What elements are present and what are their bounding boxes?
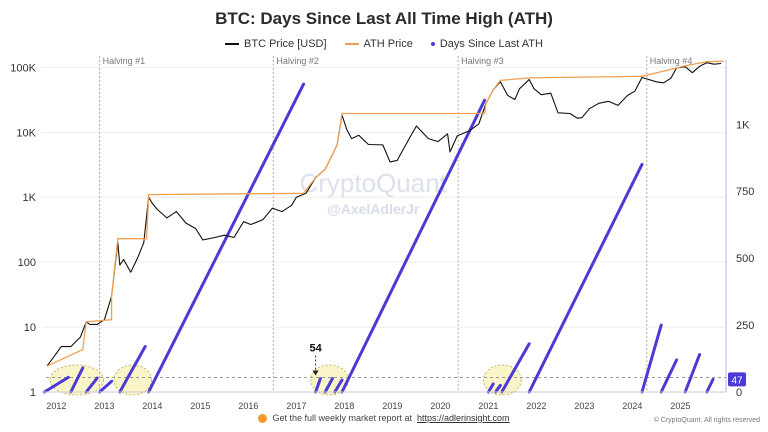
chart-legend: BTC Price [USD] ATH Price Days Since Las… [0,38,768,50]
days-since-ath-segment [84,376,99,394]
days-since-ath-segment [494,383,502,394]
days-since-ath-segment [500,342,531,394]
x-tick-label: 2022 [526,401,546,411]
current-days-badge [728,372,746,387]
chart-title: BTC: Days Since Last All Time High (ATH) [215,9,553,28]
legend-days[interactable]: Days Since Last ATH [430,38,543,50]
y-left-tick-label: 1 [30,387,36,399]
copyright: © CryptoQuant. All rights reserved [653,417,760,424]
halving-label: Halving #3 [461,56,504,66]
y-left-tick-label: 100 [18,257,36,269]
y-left-tick-label: 10K [16,127,36,139]
annotation-54: 54 [309,343,322,355]
days-since-ath-segment [323,377,334,394]
watermark-brand: CryptoQuant [299,168,447,198]
x-tick-label: 2023 [574,401,594,411]
days-since-ath-segment [527,162,644,394]
footer: Get the full weekly market report at htt… [0,413,768,423]
y-right-tick-label: 1K [736,119,750,131]
legend-ath-swatch [344,43,359,45]
legend-price-label: BTC Price [USD] [244,38,327,50]
x-tick-label: 2024 [622,401,642,411]
days-since-ath-segment [314,377,322,394]
x-tick-label: 2012 [46,401,66,411]
x-tick-label: 2014 [142,401,162,411]
y-left-tick-label: 100K [10,62,36,74]
days-since-ath-segment [147,82,306,394]
legend-days-swatch [430,42,435,46]
days-since-ath-segment [340,98,487,394]
days-since-ath-segment [98,379,114,394]
footer-link[interactable]: https://adlerinsight.com [417,413,510,423]
x-tick-label: 2019 [382,401,402,411]
legend-ath[interactable]: ATH Price [344,38,413,50]
days-since-ath-segment [486,382,495,394]
x-tick-label: 2015 [190,401,210,411]
y-right-tick-label: 750 [736,186,754,198]
days-since-ath-segment [69,366,85,394]
x-tick-label: 2021 [478,401,498,411]
ath-price-line [46,60,724,367]
days-since-ath-segment [640,323,663,394]
halving-label: Halving #2 [276,56,319,66]
x-tick-label: 2017 [286,401,306,411]
days-since-ath-segment [118,345,147,394]
footer-text: Get the full weekly market report at [272,413,412,423]
btc-price-line [46,62,722,367]
x-tick-label: 2025 [670,401,690,411]
watermark-handle: @AxelAdlerJr [327,201,420,217]
y-right-tick-label: 250 [736,320,754,332]
days-since-ath-segment [659,358,679,394]
legend-price-swatch [225,43,240,45]
halving-label: Halving #1 [103,56,146,66]
y-right-tick-label: 0 [736,387,742,399]
x-tick-label: 2016 [238,401,258,411]
legend-price[interactable]: BTC Price [USD] [225,38,327,50]
report-icon [258,413,268,423]
x-tick-label: 2020 [430,401,450,411]
days-since-ath-segment [683,353,702,394]
legend-ath-label: ATH Price [363,38,413,50]
y-right-tick-label: 500 [736,253,754,265]
current-days-value: 47 [731,375,743,386]
y-left-tick-label: 1K [23,192,37,204]
halving-label: Halving #4 [650,56,693,66]
y-left-tick-label: 10 [24,322,36,334]
x-tick-label: 2018 [334,401,354,411]
legend-days-label: Days Since Last ATH [439,38,543,50]
annotation-arrowhead [312,370,319,376]
days-since-ath-segment [705,377,715,394]
days-since-ath-segment [42,375,70,394]
x-tick-label: 2013 [94,401,114,411]
days-since-ath-segment [333,378,344,394]
